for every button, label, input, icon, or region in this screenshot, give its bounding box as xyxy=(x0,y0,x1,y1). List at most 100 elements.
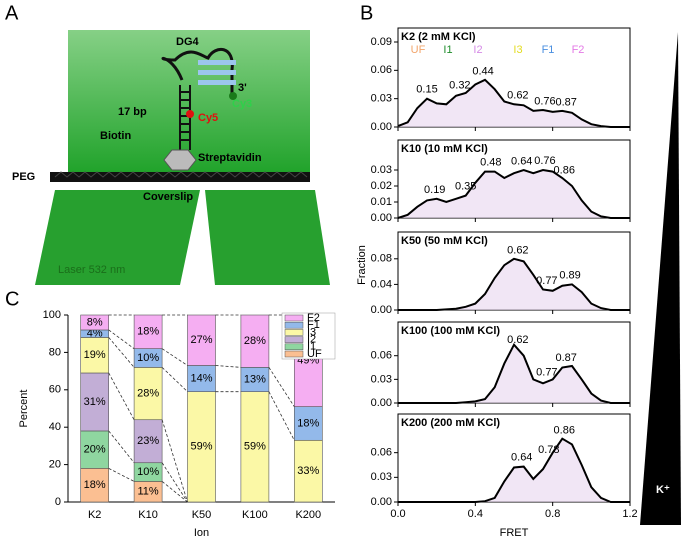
fret-area xyxy=(398,79,630,127)
legend-swatch xyxy=(284,336,304,343)
value-label: 18% xyxy=(297,417,319,429)
y-tick-label: 0.08 xyxy=(371,253,392,265)
laser-beam xyxy=(35,190,200,285)
component-legend: F1 xyxy=(542,44,555,56)
peak-label: 0.76 xyxy=(534,95,555,107)
bar-segment xyxy=(80,468,109,503)
connector xyxy=(161,367,188,392)
subplot-title: K200 (200 mM KCl) xyxy=(401,417,500,429)
bar-segment xyxy=(80,337,109,374)
subplot-title: K2 (2 mM KCl) xyxy=(401,31,476,43)
peak-label: 0.19 xyxy=(424,184,445,196)
laser-beam xyxy=(205,190,330,285)
peak-label: 0.62 xyxy=(507,245,528,257)
bar-segment xyxy=(133,367,163,421)
legend-swatch xyxy=(284,350,304,358)
g-quadruplex xyxy=(161,47,234,95)
peak-label: 0.64 xyxy=(511,452,532,464)
label: 17 bp xyxy=(118,106,147,118)
label: PEG xyxy=(12,171,35,183)
connector xyxy=(215,365,241,368)
value-label: 23% xyxy=(137,435,159,447)
connector xyxy=(268,391,295,441)
fret-area xyxy=(398,344,630,403)
y-tick-label: 0.04 xyxy=(371,278,392,290)
peak-label: 0.87 xyxy=(555,352,576,364)
bar-segment xyxy=(80,430,109,469)
value-label: 19% xyxy=(84,349,106,361)
label: DG4 xyxy=(176,36,200,48)
y-tick-label: 0 xyxy=(55,496,61,508)
value-label: 20% xyxy=(84,444,106,456)
fret-curve xyxy=(398,437,630,503)
x-axis-title: Ion xyxy=(194,527,209,539)
bar-segment xyxy=(133,314,163,349)
value-label: 18% xyxy=(137,326,159,338)
fret-area xyxy=(398,258,630,310)
value-label: 14% xyxy=(190,372,212,384)
connector xyxy=(108,329,135,349)
y-tick-label: 80 xyxy=(49,346,61,358)
y-tick-label: 0.06 xyxy=(371,64,392,76)
bar-segment xyxy=(187,365,216,392)
peak-label: 0.32 xyxy=(449,80,470,92)
y-tick-label: 20 xyxy=(49,459,61,471)
value-label: 4% xyxy=(87,328,103,340)
connector xyxy=(108,467,135,482)
bar-segment xyxy=(293,439,323,503)
legend-swatch xyxy=(284,314,304,322)
trend-label: K⁺ xyxy=(656,484,670,496)
y-tick-label: 0.00 xyxy=(371,121,392,133)
legend-swatch xyxy=(284,329,304,336)
connector xyxy=(161,348,188,366)
peak-label: 0.35 xyxy=(455,181,476,193)
fret-area xyxy=(398,438,630,502)
value-label: 59% xyxy=(190,441,212,453)
peak-label: 0.86 xyxy=(554,425,575,437)
legend-label: F2 xyxy=(307,312,320,324)
label: Streptavidin xyxy=(198,152,262,164)
x-tick-label: K100 xyxy=(242,509,268,521)
quartet xyxy=(198,80,236,85)
label: Cy5 xyxy=(198,112,218,124)
y-tick-label: 0.03 xyxy=(371,471,392,483)
panel-label: B xyxy=(360,2,373,24)
component-legend: UF xyxy=(411,44,426,56)
y-tick-label: 100 xyxy=(43,309,61,321)
legend-label: F1 xyxy=(307,319,320,331)
y-tick-label: 0.03 xyxy=(371,373,392,385)
legend-swatch xyxy=(284,321,304,329)
component-legend: I1 xyxy=(443,44,452,56)
bar-segment xyxy=(133,419,163,464)
value-label: 10% xyxy=(137,466,159,478)
panel-label: A xyxy=(5,2,19,24)
y-tick-label: 0.03 xyxy=(371,93,392,105)
value-label: 59% xyxy=(244,441,266,453)
component-legend: I3 xyxy=(513,44,522,56)
peg-layer xyxy=(50,172,310,182)
peak-label: 0.76 xyxy=(534,155,555,167)
value-label: 33% xyxy=(297,465,319,477)
x-axis-title: FRET xyxy=(500,527,529,539)
bar-segment xyxy=(187,314,216,366)
value-label: 28% xyxy=(137,387,159,399)
panel-a: A DG4 3' Cy3 17 bp Cy5 Biotin Streptavid… xyxy=(5,2,330,285)
x-tick-label: 0.4 xyxy=(468,508,483,520)
connector xyxy=(268,367,295,407)
y-tick-label: 0.00 xyxy=(371,496,392,508)
connector xyxy=(161,481,188,503)
y-tick-label: 0.02 xyxy=(371,180,392,192)
connector xyxy=(161,462,188,503)
component-legend: I2 xyxy=(473,44,482,56)
subplot-title: K100 (100 mM KCl) xyxy=(401,325,500,337)
value-label: 8% xyxy=(87,316,103,328)
peak-label: 0.78 xyxy=(538,444,559,456)
y-axis-title: Fraction xyxy=(356,245,368,285)
x-tick-label: K50 xyxy=(192,509,212,521)
y-tick-label: 0.00 xyxy=(371,304,392,316)
value-label: 13% xyxy=(244,373,266,385)
value-label: 11% xyxy=(137,486,158,498)
peak-label: 0.86 xyxy=(554,165,575,177)
streptavidin-icon xyxy=(163,149,197,171)
